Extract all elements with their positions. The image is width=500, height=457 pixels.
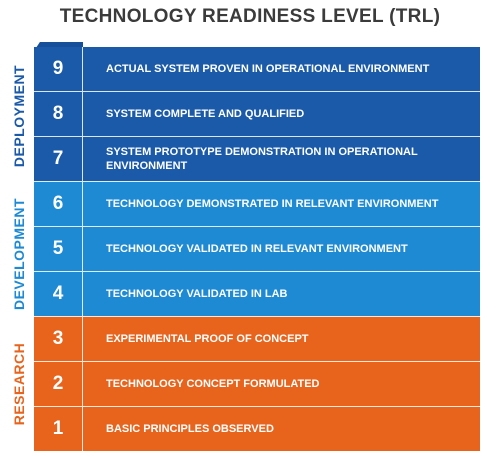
trl-level-number: 2 <box>34 362 83 406</box>
trl-level-9: 9 ACTUAL SYSTEM PROVEN IN OPERATIONAL ENV… <box>34 47 480 91</box>
trl-level-number: 7 <box>34 137 83 181</box>
phase-label-development: DEVELOPMENT <box>11 197 27 311</box>
trl-level-description: SYSTEM PROTOTYPE DEMONSTRATION IN OPERAT… <box>106 146 418 172</box>
trl-level-description: EXPERIMENTAL PROOF OF CONCEPT <box>106 333 309 345</box>
trl-level-description: BASIC PRINCIPLES OBSERVED <box>106 423 274 435</box>
page-title: TECHNOLOGY READINESS LEVEL (TRL) <box>59 6 441 27</box>
trl-level-5: 5 TECHNOLOGY VALIDATED IN RELEVANT ENVIRO… <box>34 226 480 271</box>
trl-level-8: 8 SYSTEM COMPLETE AND QUALIFIED <box>34 91 480 136</box>
trl-level-description: TECHNOLOGY VALIDATED IN LAB <box>106 288 288 300</box>
trl-level-number: 9 <box>34 47 83 91</box>
trl-level-4: 4 TECHNOLOGY VALIDATED IN LAB <box>34 271 480 316</box>
trl-level-description: TECHNOLOGY VALIDATED IN RELEVANT ENVIRON… <box>106 243 408 255</box>
trl-level-description: ACTUAL SYSTEM PROVEN IN OPERATIONAL ENVI… <box>106 63 430 75</box>
trl-level-number: 1 <box>34 407 83 451</box>
trl-level-description: TECHNOLOGY DEMONSTRATED IN RELEVANT ENVI… <box>106 198 439 210</box>
trl-level-1: 1 BASIC PRINCIPLES OBSERVED <box>34 406 480 451</box>
phase-label-deployment: DEPLOYMENT <box>11 64 27 168</box>
trl-level-number: 8 <box>34 92 83 136</box>
trl-level-6: 6 TECHNOLOGY DEMONSTRATED IN RELEVANT ENV… <box>34 181 480 226</box>
trl-level-description: SYSTEM COMPLETE AND QUALIFIED <box>106 108 305 120</box>
trl-level-2: 2 TECHNOLOGY CONCEPT FORMULATED <box>34 361 480 406</box>
trl-level-number: 5 <box>34 227 83 271</box>
trl-stack: 9 ACTUAL SYSTEM PROVEN IN OPERATIONAL ENV… <box>34 47 480 451</box>
trl-level-number: 6 <box>34 182 83 226</box>
trl-level-number: 3 <box>34 317 83 361</box>
trl-level-3: 3 EXPERIMENTAL PROOF OF CONCEPT <box>34 316 480 361</box>
trl-level-description: TECHNOLOGY CONCEPT FORMULATED <box>106 378 320 390</box>
trl-level-number: 4 <box>34 272 83 316</box>
phase-label-research: RESEARCH <box>11 342 27 426</box>
trl-level-7: 7 SYSTEM PROTOTYPE DEMONSTRATION IN OPERA… <box>34 136 480 181</box>
deployment-tab <box>34 42 83 51</box>
